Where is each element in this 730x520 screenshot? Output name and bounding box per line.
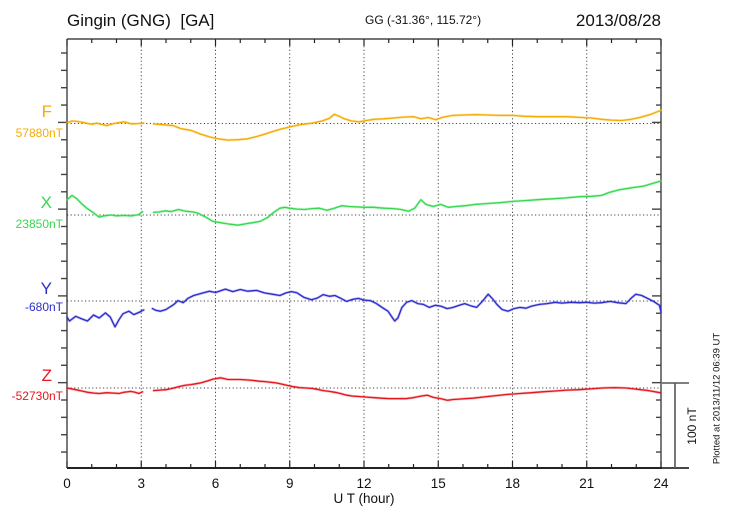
component-letter-x: X xyxy=(40,193,52,212)
x-tick-label: 3 xyxy=(137,476,145,491)
plot-date: 2013/08/28 xyxy=(575,11,661,30)
curve-halo-f xyxy=(152,109,663,142)
component-letter-z: Z xyxy=(41,366,52,385)
curve-halo-y xyxy=(151,287,663,323)
curve-y xyxy=(151,288,662,322)
curve-z xyxy=(66,387,144,395)
x-tick-label: 24 xyxy=(653,476,669,491)
x-tick-label: 9 xyxy=(286,476,294,491)
curve-f xyxy=(152,109,662,141)
curve-halo-x xyxy=(65,194,144,219)
scale-bar-label: 100 nT xyxy=(685,407,699,445)
observatory-coordinates: GG (-31.36°, 115.72°) xyxy=(365,13,482,27)
x-tick-label: 6 xyxy=(212,476,220,491)
x-axis-title: U T (hour) xyxy=(333,491,395,506)
curve-halo-x xyxy=(152,179,663,227)
component-baseline-x: 23850nT xyxy=(15,217,63,231)
x-tick-label: 21 xyxy=(579,476,594,491)
x-tick-label: 18 xyxy=(505,476,520,491)
component-baseline-y: -680nT xyxy=(24,300,63,314)
component-letter-f: F xyxy=(41,102,52,121)
component-baseline-f: 57880nT xyxy=(15,126,63,140)
curve-y xyxy=(66,309,145,328)
x-tick-label: 15 xyxy=(431,476,446,491)
x-tick-label: 12 xyxy=(356,476,371,491)
curve-z xyxy=(152,377,661,401)
station-title: Gingin (GNG) [GA] xyxy=(67,11,215,30)
plotted-at-timestamp: Plotted at 2013/11/12 06:39 UT xyxy=(711,332,723,465)
component-baseline-z: -52730nT xyxy=(11,389,63,403)
curve-x xyxy=(152,180,662,226)
component-letter-y: Y xyxy=(40,279,52,298)
x-tick-label: 0 xyxy=(63,476,71,491)
curve-f xyxy=(66,120,145,127)
curve-x xyxy=(66,194,144,218)
